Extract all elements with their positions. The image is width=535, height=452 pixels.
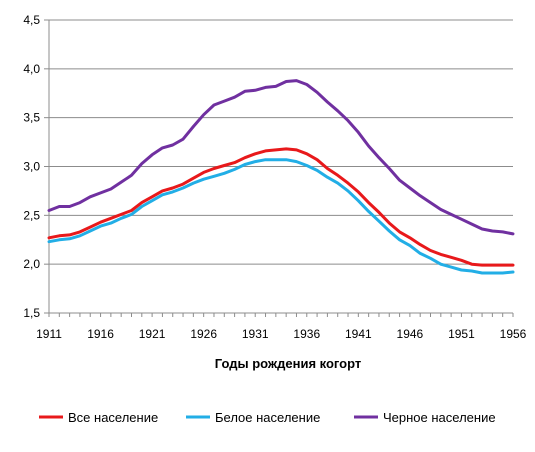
- y-tick-label: 1,5: [23, 306, 40, 320]
- legend-label: Черное население: [383, 410, 496, 425]
- legend-label: Белое население: [215, 410, 320, 425]
- y-tick-label: 3,5: [23, 111, 40, 125]
- gridlines: [49, 19, 513, 265]
- x-tick-label: 1956: [500, 327, 527, 341]
- x-tick-label: 1951: [448, 327, 475, 341]
- y-tick-label: 4,0: [23, 62, 40, 76]
- x-tick-labels: 1911 1916 1921 1926 1931 1936 1941 1946 1951 1956: [36, 327, 527, 341]
- x-tick-label: 1916: [87, 327, 114, 341]
- x-tick-label: 1921: [139, 327, 166, 341]
- legend-label: Все население: [68, 410, 158, 425]
- y-tick-label: 2,5: [23, 208, 40, 222]
- axes: [44, 19, 514, 317]
- legend: Все население Белое население Черное насел…: [39, 410, 496, 425]
- y-tick-label: 2,0: [23, 257, 40, 271]
- x-tick-label: 1936: [293, 327, 320, 341]
- x-tick-label: 1911: [36, 327, 62, 341]
- x-axis-title: Годы рождения когорт: [215, 356, 362, 371]
- x-tick-label: 1946: [397, 327, 424, 341]
- x-tick-label: 1941: [345, 327, 372, 341]
- y-tick-label: 3,0: [23, 160, 40, 174]
- x-tick-label: 1926: [190, 327, 217, 341]
- x-tick-label: 1931: [242, 327, 269, 341]
- y-tick-label: 4,5: [23, 13, 40, 27]
- y-tick-labels: 1,5 2,0 2,5 3,0 3,5 4,0 4,5: [23, 13, 40, 320]
- series-line-3: [47, 79, 515, 236]
- series-lines: [47, 79, 515, 275]
- series-line-2: [47, 158, 515, 275]
- series-line-1: [47, 147, 515, 267]
